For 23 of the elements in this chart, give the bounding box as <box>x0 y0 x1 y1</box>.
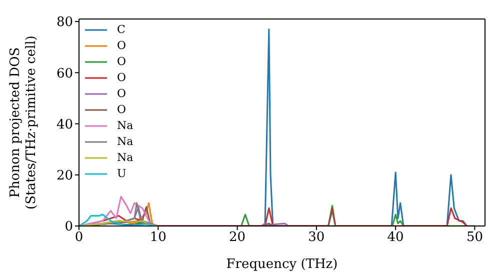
x-tick-label: 50 <box>466 230 483 246</box>
y-tick-label: 20 <box>56 168 73 184</box>
legend-label: Na <box>117 134 134 150</box>
legend-label: O <box>117 86 126 102</box>
x-tick-label: 30 <box>308 230 325 246</box>
y-tick-label: 0 <box>64 220 73 235</box>
x-tick-label: 10 <box>150 230 166 246</box>
y-tick-label: 80 <box>56 15 73 30</box>
x-tick-label: 0 <box>74 230 84 246</box>
legend-label: O <box>117 70 126 86</box>
legend-label: C <box>117 22 126 38</box>
x-tick-label: 20 <box>229 230 246 246</box>
legend-label: Na <box>117 150 134 166</box>
y-axis-title: Phonon projected DOS (States/THz·primitive cell) <box>8 35 39 210</box>
legend-label: O <box>117 102 126 118</box>
x-tick-label: 40 <box>387 230 404 246</box>
legend-label: U <box>117 166 126 182</box>
y-tick-label: 60 <box>56 66 73 82</box>
legend-label: Na <box>117 118 134 134</box>
legend-label: O <box>117 54 126 70</box>
y-tick-label: 40 <box>56 117 73 132</box>
legend-label: O <box>117 38 126 54</box>
x-axis-title: Frequency (THz) <box>226 257 338 272</box>
